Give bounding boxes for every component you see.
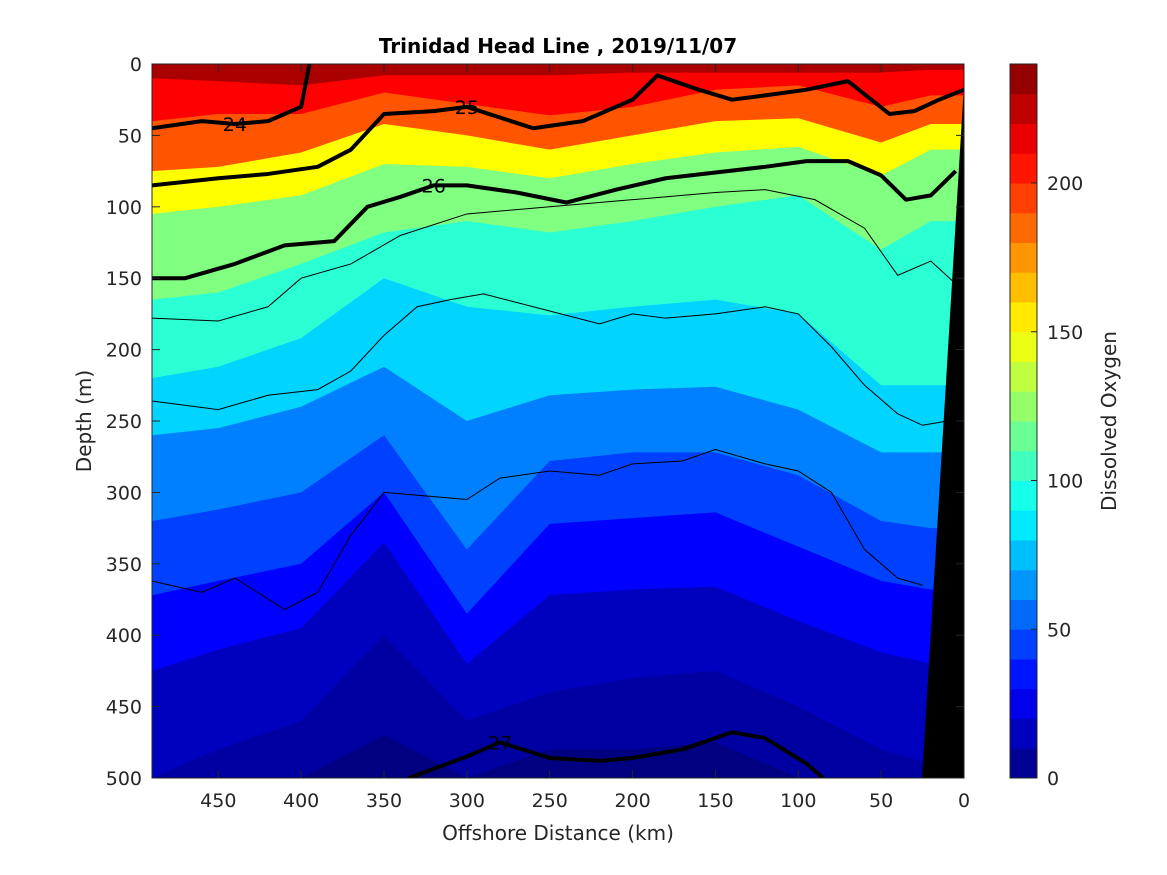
y-tick-label: 500 [106,768,142,790]
y-axis-label: Depth (m) [72,370,96,472]
x-tick-label: 250 [532,790,568,812]
y-tick-label: 300 [106,482,142,504]
contour-label: 27 [488,732,512,754]
bathymetry-mask [922,92,964,778]
colorbar-swatch [1010,361,1037,392]
y-tick-label: 150 [106,268,142,290]
x-tick-label: 400 [283,790,319,812]
density-contour-line [152,73,964,188]
x-tick-label: 100 [780,790,816,812]
density-contour-line [152,64,312,131]
y-tick-label: 250 [106,411,142,433]
oxygen-contour-fill [152,64,964,778]
colorbar-swatch [1010,540,1037,571]
y-tick-label: 450 [106,697,142,719]
y-tick-label: 50 [118,125,142,147]
x-tick-label: 0 [958,790,970,812]
oxygen-layer [152,64,964,86]
colorbar-swatch [1010,688,1037,719]
y-tick-label: 400 [106,625,142,647]
y-tick-label: 100 [106,197,142,219]
thin-contour-line [152,293,948,426]
colorbar: 0 50 100 150 200 [1009,63,1083,790]
density-contour-lines [152,64,964,778]
x-tick-label: 350 [366,790,402,812]
x-axis-label: Offshore Distance (km) [442,821,674,845]
colorbar-swatch [1010,659,1037,690]
x-tick-label: 300 [449,790,485,812]
y-tick-label: 0 [130,54,142,76]
colorbar-swatch [1010,748,1037,779]
seafloor-wedge [922,92,964,778]
x-tick-label: 450 [200,790,236,812]
contour-label: 25 [455,97,479,119]
contour-label: 24 [223,114,247,136]
colorbar-tick-label: 0 [1047,768,1059,790]
x-tick-label: 200 [614,790,650,812]
x-tick-label: 50 [869,790,893,812]
colorbar-tick-label: 200 [1047,173,1083,195]
density-contour-line [152,159,958,281]
colorbar-frame [1009,63,1038,779]
colorbar-swatch [1010,510,1037,541]
colorbar-swatch [1010,480,1037,511]
colorbar-swatch [1010,183,1037,214]
colorbar-tick-label: 50 [1047,619,1071,641]
y-tick-label: 200 [106,340,142,362]
colorbar-swatch [1010,450,1037,481]
density-contour-line [408,730,825,778]
thin-contour-line [152,449,923,611]
colorbar-swatch [1010,64,1037,95]
colorbar-swatch [1010,302,1037,333]
colorbar-swatch [1010,212,1037,243]
colorbar-tick-label: 150 [1047,322,1083,344]
colorbar-swatch [1010,331,1037,362]
colorbar-swatch [1010,153,1037,184]
colorbar-swatch [1010,629,1037,660]
colorbar-swatch [1010,391,1037,422]
colorbar-swatch [1010,242,1037,273]
colorbar-swatch [1010,421,1037,452]
colorbar-swatch [1010,569,1037,600]
x-tick-label: 150 [697,790,733,812]
colorbar-swatch [1010,93,1037,124]
x-axis: 450 400 350 300 250 200 150 100 50 0 [200,64,970,812]
density-contour-labels: 24 25 26 27 [223,97,512,754]
colorbar-swatch [1010,123,1037,154]
y-axis: 0 50 100 150 200 250 300 350 400 450 500 [106,54,964,790]
y-tick-label: 350 [106,554,142,576]
thin-contour-lines [152,189,957,611]
colorbar-label: Dissolved Oxygen [1097,331,1121,511]
colorbar-swatch [1010,718,1037,749]
colorbar-swatch [1010,599,1037,630]
thin-contour-line [152,189,957,322]
colorbar-swatch [1010,272,1037,303]
contour-label: 26 [422,175,446,197]
colorbar-tick-label: 100 [1047,471,1083,493]
chart-title: Trinidad Head Line , 2019/11/07 [379,34,737,58]
